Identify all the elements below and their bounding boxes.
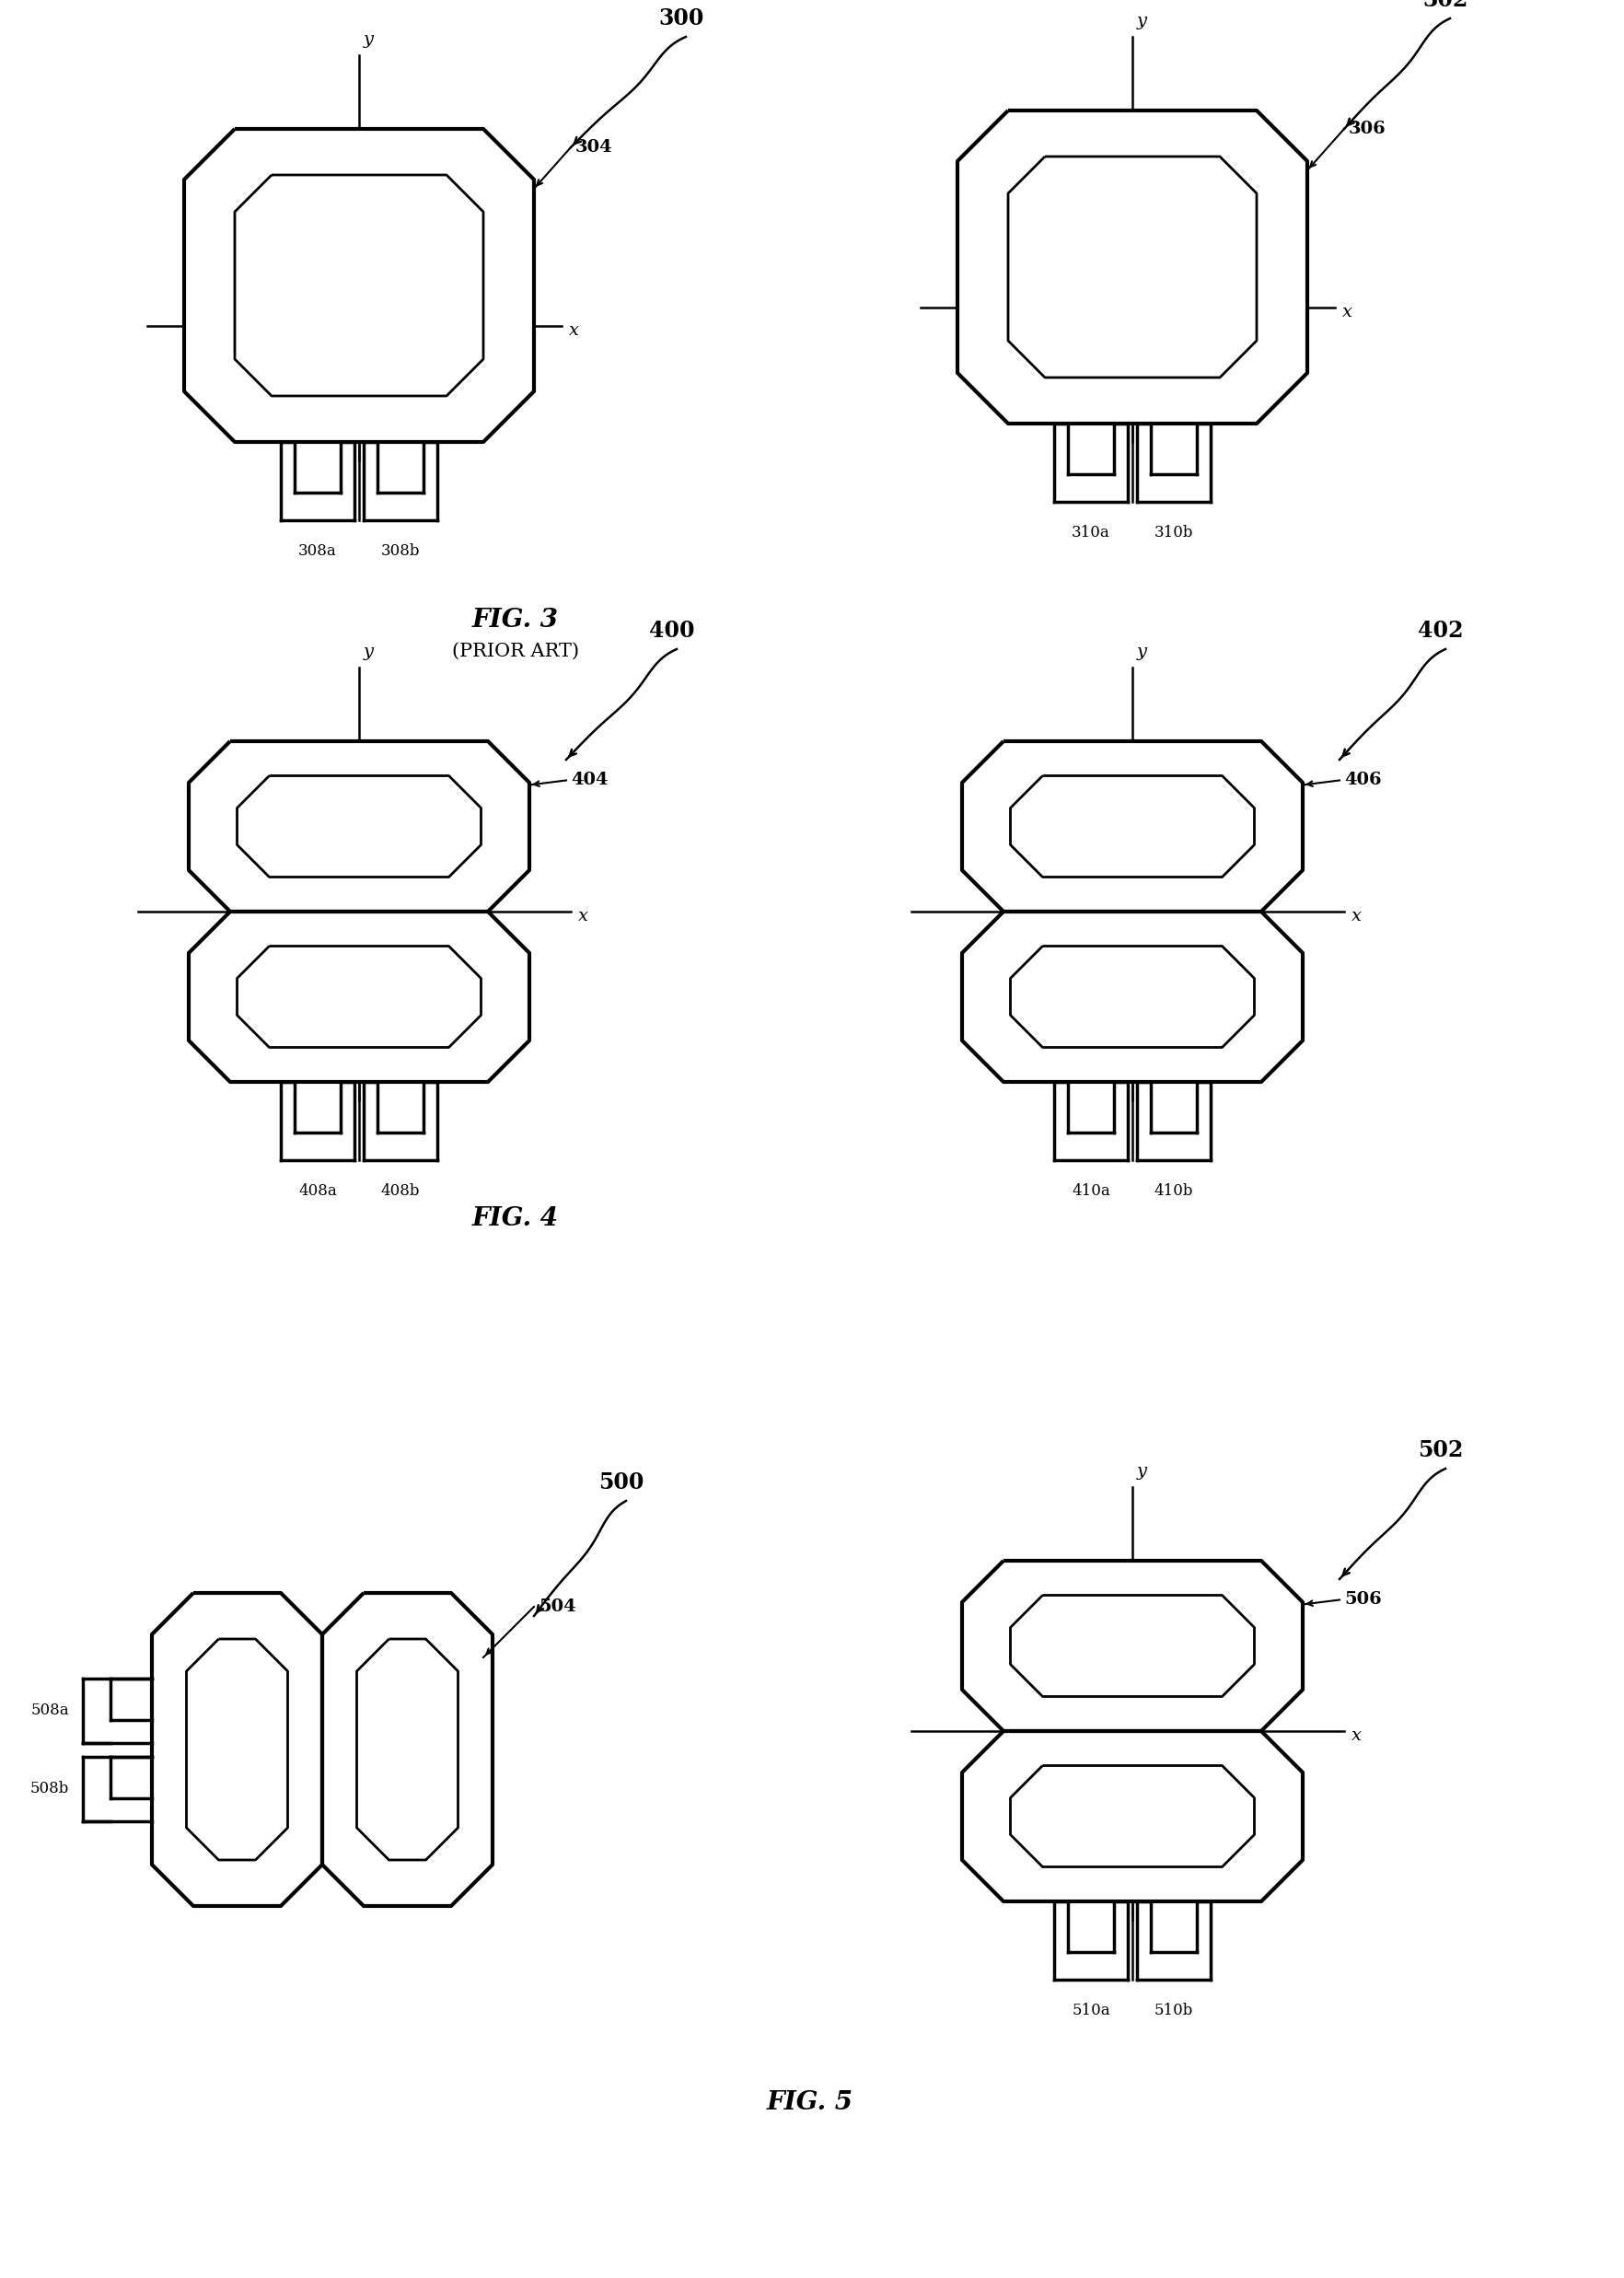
Text: x: x	[1351, 909, 1361, 925]
Polygon shape	[234, 175, 482, 396]
Polygon shape	[151, 1592, 322, 1907]
Text: 308b: 308b	[380, 542, 419, 558]
Text: 506: 506	[1343, 1592, 1380, 1608]
Text: 308a: 308a	[299, 542, 336, 558]
Text: FIG. 3: FIG. 3	[473, 608, 559, 633]
Text: x: x	[568, 323, 578, 339]
Polygon shape	[184, 130, 534, 442]
Text: 404: 404	[570, 772, 607, 788]
Polygon shape	[1010, 1765, 1254, 1868]
Text: x: x	[578, 909, 588, 925]
Polygon shape	[957, 112, 1307, 424]
Polygon shape	[961, 1731, 1302, 1902]
Polygon shape	[237, 945, 481, 1048]
Text: 508b: 508b	[29, 1781, 68, 1797]
Polygon shape	[961, 1560, 1302, 1731]
Polygon shape	[1010, 945, 1254, 1048]
Text: FIG. 5: FIG. 5	[767, 2091, 853, 2114]
Polygon shape	[187, 1638, 287, 1859]
Text: (PRIOR ART): (PRIOR ART)	[451, 642, 578, 661]
Polygon shape	[1010, 777, 1254, 877]
Text: 310a: 310a	[1072, 524, 1109, 540]
Text: 508a: 508a	[31, 1702, 68, 1718]
Text: y: y	[1137, 1462, 1147, 1481]
Text: y: y	[1137, 645, 1147, 661]
Polygon shape	[1010, 1595, 1254, 1697]
Text: 410b: 410b	[1153, 1182, 1192, 1198]
Text: y: y	[364, 32, 374, 48]
Polygon shape	[188, 911, 529, 1082]
Polygon shape	[237, 777, 481, 877]
Polygon shape	[188, 740, 529, 911]
Text: 400: 400	[650, 620, 695, 642]
Text: y: y	[364, 645, 374, 661]
Text: 408a: 408a	[299, 1182, 336, 1198]
Text: 304: 304	[575, 139, 612, 155]
Text: 410a: 410a	[1072, 1182, 1109, 1198]
Text: 510b: 510b	[1153, 2002, 1192, 2018]
Text: 406: 406	[1343, 772, 1380, 788]
Text: 310b: 310b	[1153, 524, 1192, 540]
Polygon shape	[322, 1592, 492, 1907]
Polygon shape	[961, 911, 1302, 1082]
Text: 302: 302	[1423, 0, 1468, 11]
Polygon shape	[1007, 157, 1255, 378]
Polygon shape	[961, 740, 1302, 911]
Text: x: x	[1351, 1727, 1361, 1745]
Text: 502: 502	[1418, 1440, 1463, 1460]
Text: FIG. 4: FIG. 4	[473, 1207, 559, 1230]
Text: y: y	[1137, 14, 1147, 30]
Text: 300: 300	[658, 7, 703, 30]
Text: x: x	[1341, 303, 1351, 321]
Text: 500: 500	[598, 1472, 643, 1494]
Text: 408b: 408b	[380, 1182, 419, 1198]
Polygon shape	[357, 1638, 458, 1859]
Text: 402: 402	[1418, 620, 1463, 642]
Text: 510a: 510a	[1072, 2002, 1109, 2018]
Text: 306: 306	[1348, 121, 1385, 137]
Text: 504: 504	[538, 1599, 575, 1615]
